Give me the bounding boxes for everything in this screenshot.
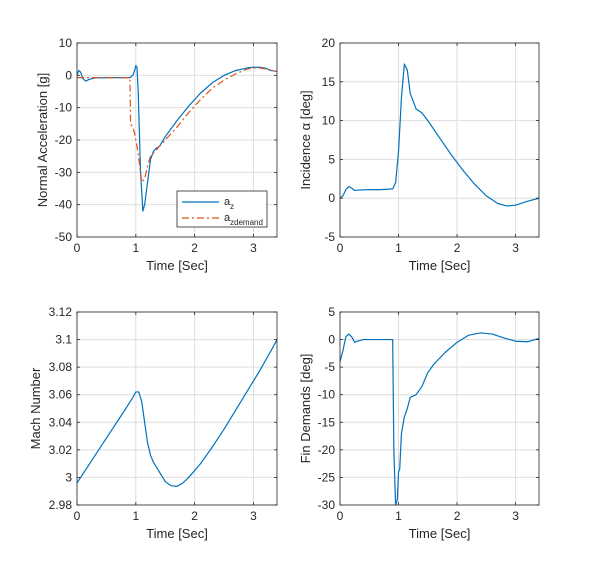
chart-3-ylabel: Fin Demands [deg] xyxy=(298,354,313,464)
chart-2-xtick-label-2: 2 xyxy=(191,509,198,523)
chart-0-xtick-label-1: 1 xyxy=(132,241,139,255)
chart-0-xtick-label-0: 0 xyxy=(74,241,81,255)
chart-3-ytick-label-4: -15 xyxy=(318,415,336,429)
chart-2-ytick-label-5: 3.02 xyxy=(49,443,73,457)
chart-0-xtick-label-3: 3 xyxy=(250,241,257,255)
chart-0-ytick-label-2: -10 xyxy=(55,101,73,115)
chart-0-ytick-label-1: 0 xyxy=(65,68,72,82)
chart-1-xtick-label-1: 1 xyxy=(395,241,402,255)
chart-1-ytick-label-0: 20 xyxy=(322,36,336,50)
chart-3-ytick-label-2: -5 xyxy=(324,360,335,374)
chart-0-series-azdemand xyxy=(77,67,277,183)
chart-3-xtick-label-0: 0 xyxy=(337,509,344,523)
chart-1-xlabel: Time [Sec] xyxy=(409,258,471,273)
chart-0-xlabel: Time [Sec] xyxy=(146,258,208,273)
chart-0-ylabel: Normal Acceleration [g] xyxy=(35,73,50,207)
chart-3-ytick-label-7: -30 xyxy=(318,498,336,512)
chart-2-xtick-label-3: 3 xyxy=(250,509,257,523)
chart-3-series-fin xyxy=(340,332,539,505)
chart-1-ytick-label-1: 15 xyxy=(322,75,336,89)
chart-3-xlabel: Time [Sec] xyxy=(409,526,471,541)
chart-2-plot-area xyxy=(77,312,277,505)
chart-1-ytick-label-5: -5 xyxy=(324,230,335,244)
chart-1-ylabel: Incidence α [deg] xyxy=(298,90,313,189)
chart-2-xlabel: Time [Sec] xyxy=(146,526,208,541)
subplot-mach-number: 0 1 2 3 3.12 3.1 3.08 3.06 3.04 3.02 3 2.98 Time [Se… xyxy=(28,305,278,541)
chart-3-ytick-label-1: 0 xyxy=(328,333,335,347)
chart-0-ytick-label-6: -50 xyxy=(55,230,73,244)
chart-2-series-mach xyxy=(77,339,277,487)
chart-2-xtick-label-0: 0 xyxy=(74,509,81,523)
chart-3-ytick-label-6: -25 xyxy=(318,470,336,484)
chart-1-xtick-label-3: 3 xyxy=(512,241,519,255)
chart-2-ytick-label-0: 3.12 xyxy=(49,305,73,319)
chart-1-ytick-label-2: 10 xyxy=(322,114,336,128)
chart-0-ytick-label-4: -30 xyxy=(55,165,73,179)
chart-1-series-alpha xyxy=(340,63,539,207)
chart-2-ytick-label-4: 3.04 xyxy=(49,415,73,429)
chart-0-legend-sublabel-1: zdemand xyxy=(230,218,263,227)
chart-3-plot-area xyxy=(340,312,539,505)
chart-3-xtick-label-2: 2 xyxy=(454,509,461,523)
chart-3-axes-box xyxy=(339,311,540,506)
chart-3-xtick-label-1: 1 xyxy=(395,509,402,523)
chart-2-ytick-label-2: 3.08 xyxy=(49,360,73,374)
chart-2-xtick-label-1: 1 xyxy=(132,509,139,523)
chart-0-legend: a za zdemand xyxy=(176,190,268,228)
chart-1-ytick-label-3: 5 xyxy=(328,152,335,166)
chart-3-ytick-label-5: -20 xyxy=(318,443,336,457)
chart-0-ytick-label-3: -20 xyxy=(55,133,73,147)
chart-2-ytick-label-7: 2.98 xyxy=(49,498,73,512)
chart-2-ytick-label-3: 3.06 xyxy=(49,388,73,402)
subplot-normal-acceleration: 0 1 2 3 10 0 -10 -20 -30 -40 -50 Time [Sec] Normal A… xyxy=(35,36,278,273)
chart-0-ytick-label-0: 10 xyxy=(59,36,73,50)
chart-1-ytick-label-4: 0 xyxy=(328,191,335,205)
chart-0-legend-sublabel-0: z xyxy=(230,202,234,211)
chart-0-ytick-label-5: -40 xyxy=(55,198,73,212)
chart-1-plot-area xyxy=(340,43,539,237)
chart-2-ytick-label-1: 3.1 xyxy=(55,333,72,347)
subplot-fin-demands: 0 1 2 3 5 0 -5 -10 -15 -20 -25 -30 Time [Sec] Fin Dem… xyxy=(298,305,540,541)
chart-0-legend-label-1: a xyxy=(224,212,231,224)
chart-3-ytick-label-0: 5 xyxy=(328,305,335,319)
chart-0-xtick-label-2: 2 xyxy=(191,241,198,255)
chart-2-ytick-label-6: 3 xyxy=(65,470,72,484)
chart-1-xtick-label-0: 0 xyxy=(337,241,344,255)
chart-1-xtick-label-2: 2 xyxy=(454,241,461,255)
chart-0-legend-label-0: a xyxy=(224,196,231,208)
chart-0-legend-box xyxy=(176,190,268,228)
chart-3-xtick-label-3: 3 xyxy=(512,509,519,523)
chart-1-axes-box xyxy=(339,42,540,238)
chart-2-ylabel: Mach Number xyxy=(28,367,43,449)
chart-3-ytick-label-3: -10 xyxy=(318,388,336,402)
chart-2-axes-box xyxy=(76,311,278,506)
